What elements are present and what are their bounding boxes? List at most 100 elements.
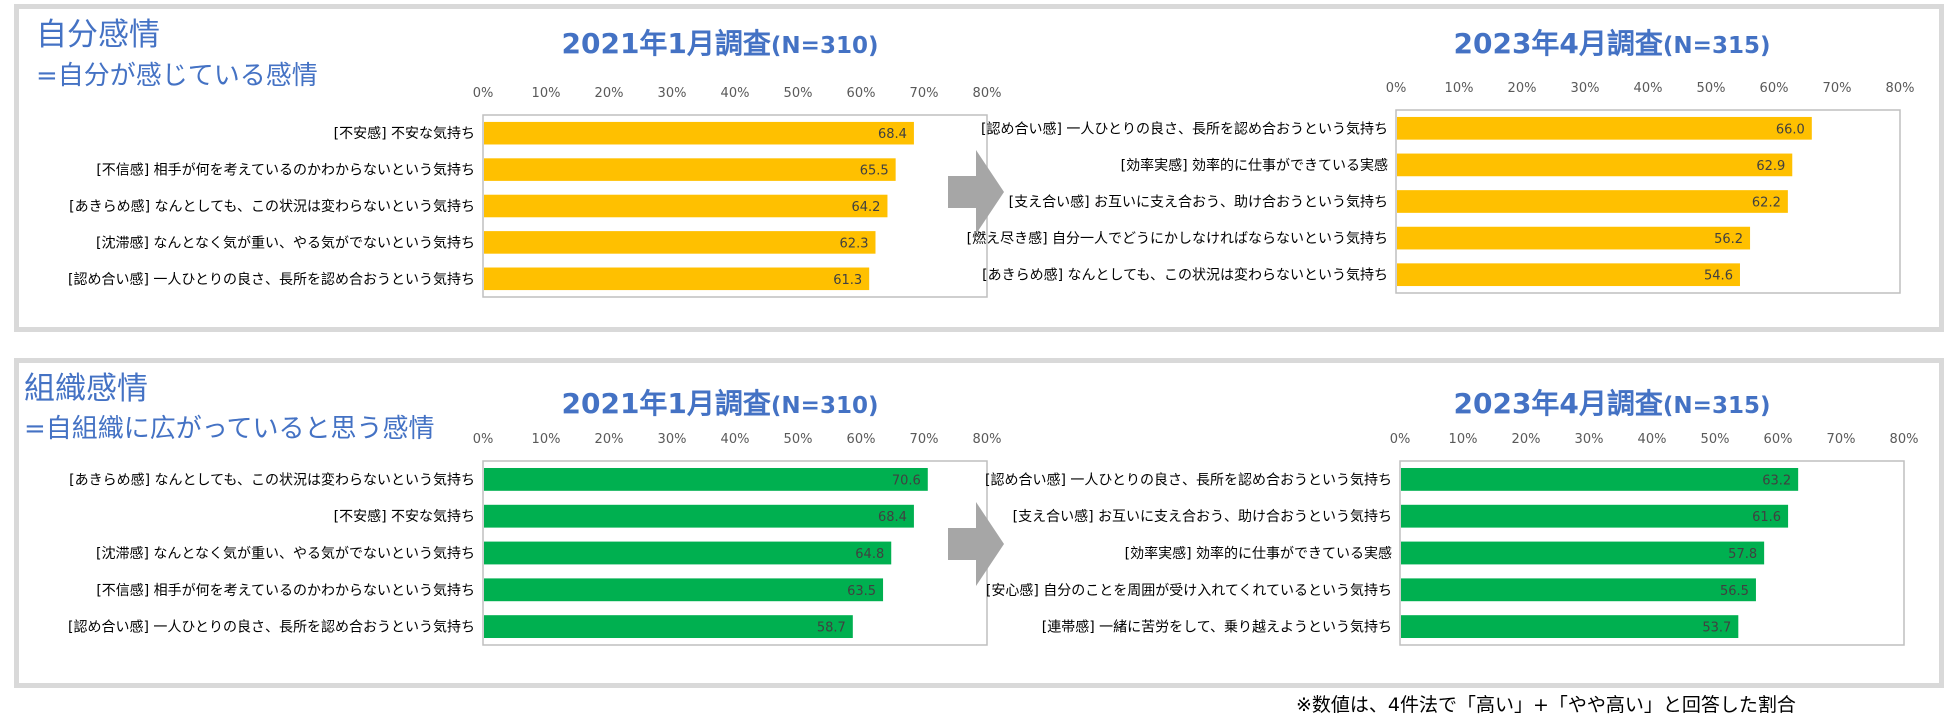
data-label: 54.6 — [1704, 269, 1733, 284]
x-tick-label: 40% — [1634, 81, 1663, 96]
data-label: 62.3 — [840, 236, 869, 251]
chart-title: 2023年4月調査(N=315) — [1432, 30, 1792, 58]
chart-title-n: (N=315) — [1662, 393, 1771, 419]
chart-title-date: 2021年1月調査 — [561, 27, 771, 60]
category-label: [不安感] 不安な気持ち — [334, 125, 475, 142]
category-label: [あきらめ感] なんとしても、この状況は変わらないという気持ち — [982, 267, 1388, 284]
arrow-right-icon — [948, 502, 1004, 586]
bar — [484, 615, 853, 639]
chart-title: 2021年1月調査(N=310) — [540, 390, 900, 418]
bar — [1401, 615, 1739, 639]
data-label: 56.5 — [1720, 584, 1749, 599]
category-label: [認め合い感] 一人ひとりの良さ、長所を認め合おうという気持ち — [68, 619, 475, 636]
x-tick-label: 80% — [1890, 432, 1919, 447]
bar — [1397, 116, 1812, 140]
x-tick-label: 20% — [1512, 432, 1541, 447]
chart-title: 2023年4月調査(N=315) — [1432, 390, 1792, 418]
data-label: 68.4 — [878, 510, 907, 525]
chart-title-date: 2021年1月調査 — [561, 387, 771, 420]
bar — [1401, 578, 1756, 602]
x-tick-label: 40% — [1638, 432, 1667, 447]
x-tick-label: 70% — [1823, 81, 1852, 96]
chart-title-n: (N=310) — [770, 33, 879, 59]
self-emotion-2021-chart: 0% 10% 20% 30% 40% 50% 60% 70% 80% 68.4 [不安感] 不安な気… — [68, 86, 1002, 298]
data-label: 62.9 — [1756, 159, 1785, 174]
bar — [484, 158, 896, 181]
category-label: [あきらめ感] なんとしても、この状況は変わらないという気持ち — [69, 198, 475, 215]
category-label: [支え合い感] お互いに支え合おう、助け合おうという気持ち — [1013, 508, 1392, 525]
category-label: [認め合い感] 一人ひとりの良さ、長所を認め合おうという気持ち — [985, 471, 1392, 488]
bar — [484, 578, 884, 602]
org-emotion-2023-chart: 0% 10% 20% 30% 40% 50% 60% 70% 80% 63.2 [認め合い感] 一人… — [985, 432, 1919, 646]
category-label: [沈滞感] なんとなく気が重い、やる気がでないという気持ち — [96, 545, 475, 562]
bar — [484, 121, 914, 145]
data-label: 63.2 — [1762, 473, 1791, 488]
x-tick-label: 30% — [658, 86, 687, 101]
data-label: 62.2 — [1752, 196, 1781, 211]
section-subtitle: =自分が感じている感情 — [36, 61, 318, 91]
x-tick-label: 20% — [595, 432, 624, 447]
category-label: [連帯感] 一緒に苦労をして、乗り越えようという気持ち — [1042, 619, 1392, 636]
x-tick-label: 50% — [1701, 432, 1730, 447]
category-label: [認め合い感] 一人ひとりの良さ、長所を認め合おうという気持ち — [981, 120, 1388, 137]
x-tick-label: 30% — [1575, 432, 1604, 447]
x-tick-label: 80% — [1886, 81, 1915, 96]
x-tick-label: 60% — [1760, 81, 1789, 96]
category-label: [燃え尽き感] 自分一人でどうにかしなければならないという気持ち — [967, 230, 1388, 247]
x-tick-label: 20% — [1508, 81, 1537, 96]
x-tick-label: 10% — [1449, 432, 1478, 447]
data-label: 58.7 — [817, 621, 846, 636]
x-tick-label: 70% — [910, 432, 939, 447]
x-tick-label: 0% — [473, 86, 494, 101]
x-tick-label: 60% — [847, 432, 876, 447]
x-tick-label: 80% — [973, 432, 1002, 447]
data-label: 65.5 — [860, 164, 889, 179]
chart-title: 2021年1月調査(N=310) — [540, 30, 900, 58]
x-tick-label: 10% — [1445, 81, 1474, 96]
x-tick-label: 0% — [1390, 432, 1411, 447]
chart-title-n: (N=315) — [1662, 33, 1771, 59]
x-tick-label: 50% — [784, 432, 813, 447]
category-label: [沈滞感] なんとなく気が重い、やる気がでないという気持ち — [96, 234, 475, 251]
x-tick-label: 70% — [910, 86, 939, 101]
self-emotion-2023-chart: 0% 10% 20% 30% 40% 50% 60% 70% 80% 66.0 [認め合い感] 一人… — [967, 81, 1915, 294]
x-tick-label: 10% — [532, 86, 561, 101]
bar — [484, 231, 876, 254]
bar — [1397, 226, 1751, 250]
data-label: 64.8 — [855, 547, 884, 562]
category-label: [支え合い感] お互いに支え合おう、助け合おうという気持ち — [1009, 194, 1388, 211]
category-label: [安心感] 自分のことを周囲が受け入れてくれているという気持ち — [986, 582, 1392, 599]
section-title: 組織感情 — [24, 371, 148, 407]
data-label: 61.3 — [833, 273, 862, 288]
data-label: 66.0 — [1776, 122, 1805, 137]
x-tick-label: 30% — [658, 432, 687, 447]
section-subtitle: =自組織に広がっていると思う感情 — [24, 414, 435, 444]
x-tick-label: 20% — [595, 86, 624, 101]
bar — [1401, 504, 1789, 528]
data-label: 53.7 — [1702, 621, 1731, 636]
data-label: 56.2 — [1714, 232, 1743, 247]
bar — [484, 267, 870, 291]
bar — [484, 467, 928, 491]
bar — [484, 504, 914, 528]
category-label: [効率実感] 効率的に仕事ができている実感 — [1121, 157, 1388, 174]
chart-title-date: 2023年4月調査 — [1453, 27, 1663, 60]
data-label: 63.5 — [847, 584, 876, 599]
arrow-right-icon — [948, 150, 1004, 234]
bar — [484, 541, 892, 565]
bar — [1397, 190, 1788, 213]
x-tick-label: 40% — [721, 432, 750, 447]
data-label: 61.6 — [1752, 510, 1781, 525]
bar — [1397, 153, 1793, 177]
category-label: [不信感] 相手が何を考えているのかわからないという気持ち — [96, 162, 475, 179]
data-label: 68.4 — [878, 127, 907, 142]
x-tick-label: 70% — [1827, 432, 1856, 447]
x-tick-label: 60% — [1764, 432, 1793, 447]
x-tick-label: 60% — [847, 86, 876, 101]
data-label: 57.8 — [1728, 547, 1757, 562]
chart-title-date: 2023年4月調査 — [1453, 387, 1663, 420]
x-tick-label: 80% — [973, 86, 1002, 101]
bar — [1401, 467, 1799, 491]
section-title: 自分感情 — [36, 17, 160, 53]
x-tick-label: 50% — [1697, 81, 1726, 96]
